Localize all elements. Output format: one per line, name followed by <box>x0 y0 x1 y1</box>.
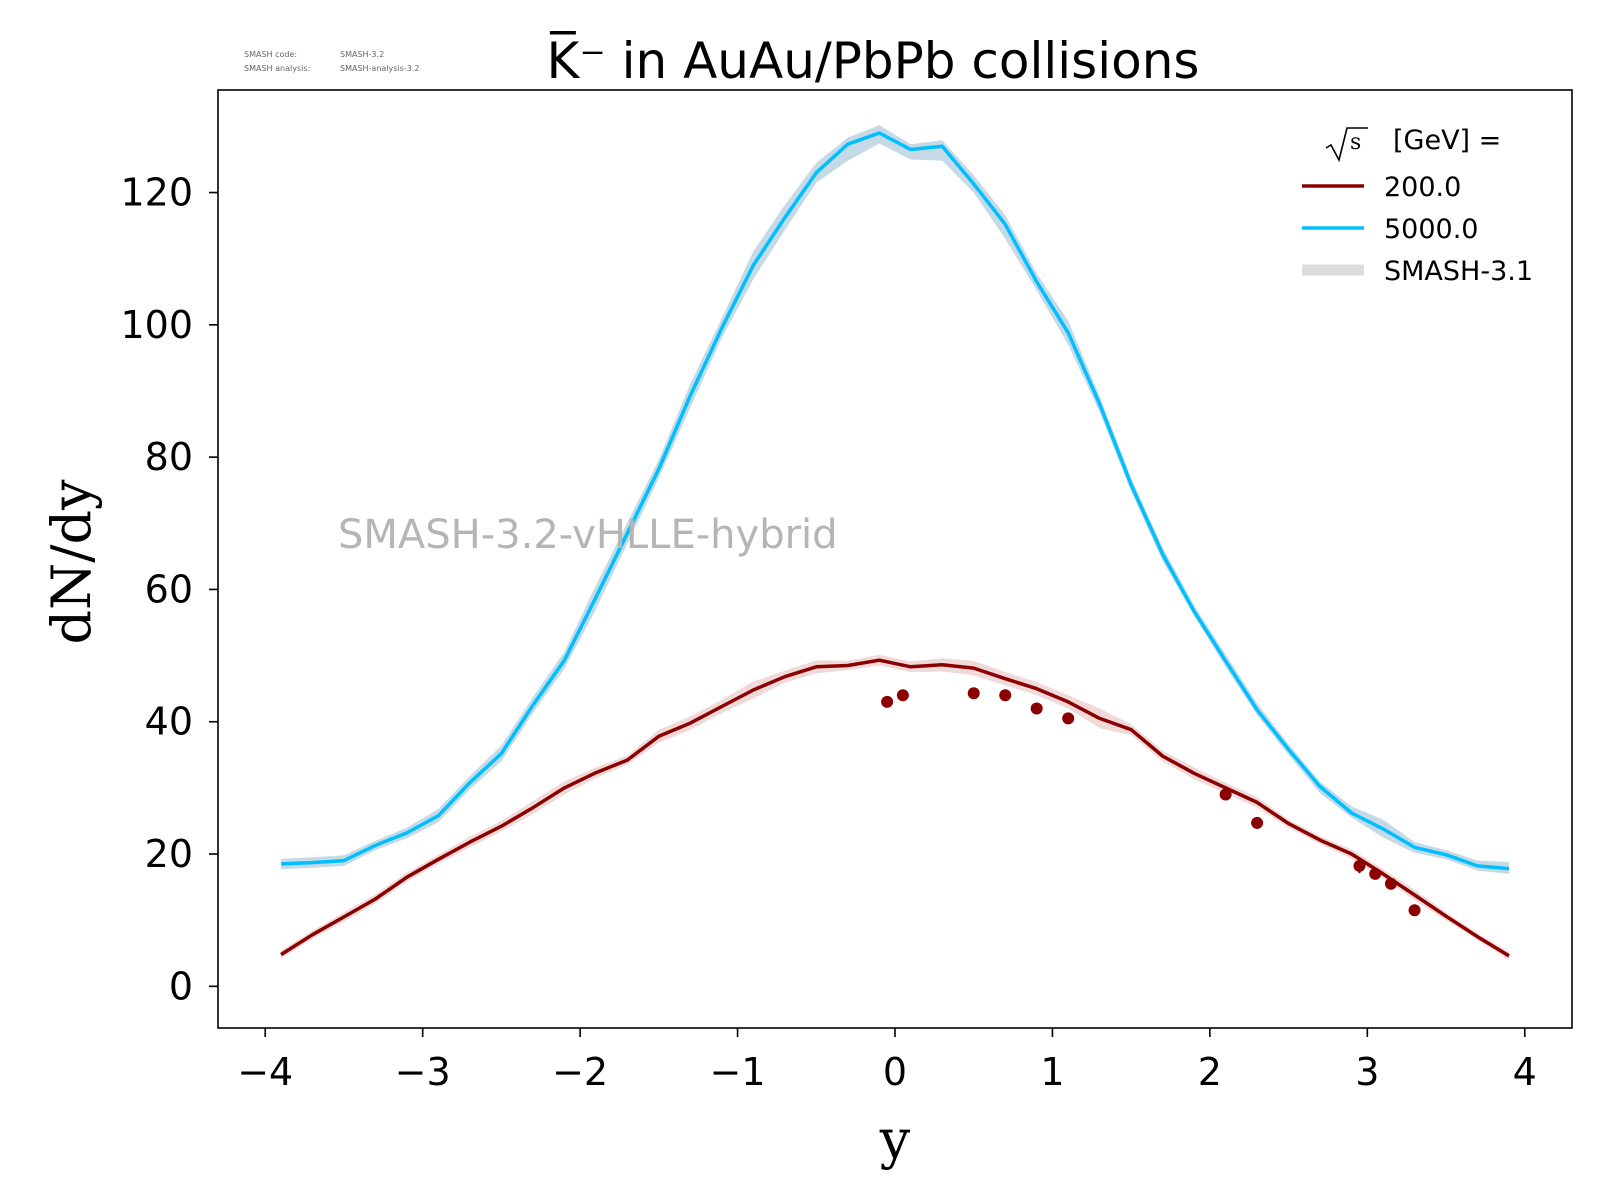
legend-label-5000: 5000.0 <box>1384 214 1478 245</box>
data-point <box>1030 702 1043 715</box>
y-tick-label: 20 <box>145 832 193 876</box>
x-tick-label: −4 <box>237 1050 293 1094</box>
series-line-200-0 <box>280 658 1510 958</box>
legend-title-root: s <box>1350 130 1361 155</box>
x-tick-label: 2 <box>1198 1050 1222 1094</box>
data-point <box>1408 904 1421 917</box>
x-axis-label: y <box>879 1108 911 1171</box>
legend-entry-smash31: SMASH-3.1 <box>1302 256 1533 287</box>
legend-entry-5000: 5000.0 <box>1302 214 1478 245</box>
y-tick-label: 80 <box>145 435 193 479</box>
y-tick-label: 40 <box>145 700 193 744</box>
data-point <box>1369 867 1382 880</box>
plot-frame <box>217 89 1573 1029</box>
x-tick-label: −2 <box>552 1050 608 1094</box>
series-line-5000-0 <box>280 131 1510 871</box>
y-axis-label: dN/dy <box>40 479 103 645</box>
code-label: SMASH code: <box>244 50 297 59</box>
data-point <box>1062 712 1075 725</box>
y-tick-label: 60 <box>145 567 193 611</box>
x-tick-label: 0 <box>883 1050 907 1094</box>
band-200-0 <box>281 654 1509 960</box>
data-point <box>1353 859 1366 872</box>
legend-title-text: [GeV] = <box>1393 125 1501 156</box>
smash-version-info: SMASH code: SMASH-3.2 SMASH analysis: SM… <box>244 50 419 73</box>
x-tick-label: 1 <box>1040 1050 1064 1094</box>
y-tick-label: 0 <box>169 964 193 1008</box>
analysis-label: SMASH analysis: <box>244 64 310 73</box>
x-tick-label: 3 <box>1355 1050 1379 1094</box>
x-tick-label: −3 <box>395 1050 451 1094</box>
x-axis-ticks: −4 −3 −2 −1 0 1 2 3 4 <box>237 1028 1537 1094</box>
legend-title: s [GeV] = <box>1325 125 1501 163</box>
y-tick-label: 120 <box>120 171 193 215</box>
series-lines <box>280 131 1510 958</box>
code-value: SMASH-3.2 <box>340 50 384 59</box>
data-point <box>881 695 894 708</box>
watermark-label: SMASH-3.2-vHLLE-hybrid <box>338 512 838 558</box>
data-point <box>967 687 980 700</box>
data-point <box>896 689 909 702</box>
chart-title: K̅⁻ in AuAu/PbPb collisions <box>547 31 1200 90</box>
sqrt-symbol-icon <box>1325 127 1368 163</box>
y-tick-label: 100 <box>120 303 193 347</box>
analysis-value: SMASH-analysis-3.2 <box>340 64 419 73</box>
legend: s [GeV] = 200.0 5000.0 SMASH-3.1 <box>1302 125 1533 287</box>
data-point <box>1251 816 1264 829</box>
data-points <box>881 687 1421 917</box>
data-point <box>999 689 1012 702</box>
legend-entry-200: 200.0 <box>1302 172 1461 203</box>
data-point <box>1384 877 1397 890</box>
data-point <box>1219 788 1232 801</box>
legend-label-200: 200.0 <box>1384 172 1461 203</box>
x-tick-label: −1 <box>710 1050 766 1094</box>
x-tick-label: 4 <box>1513 1050 1537 1094</box>
y-axis-ticks: 0 20 40 60 80 100 120 <box>120 171 218 1008</box>
band-5000-0 <box>281 125 1509 874</box>
legend-label-smash31: SMASH-3.1 <box>1384 256 1533 287</box>
